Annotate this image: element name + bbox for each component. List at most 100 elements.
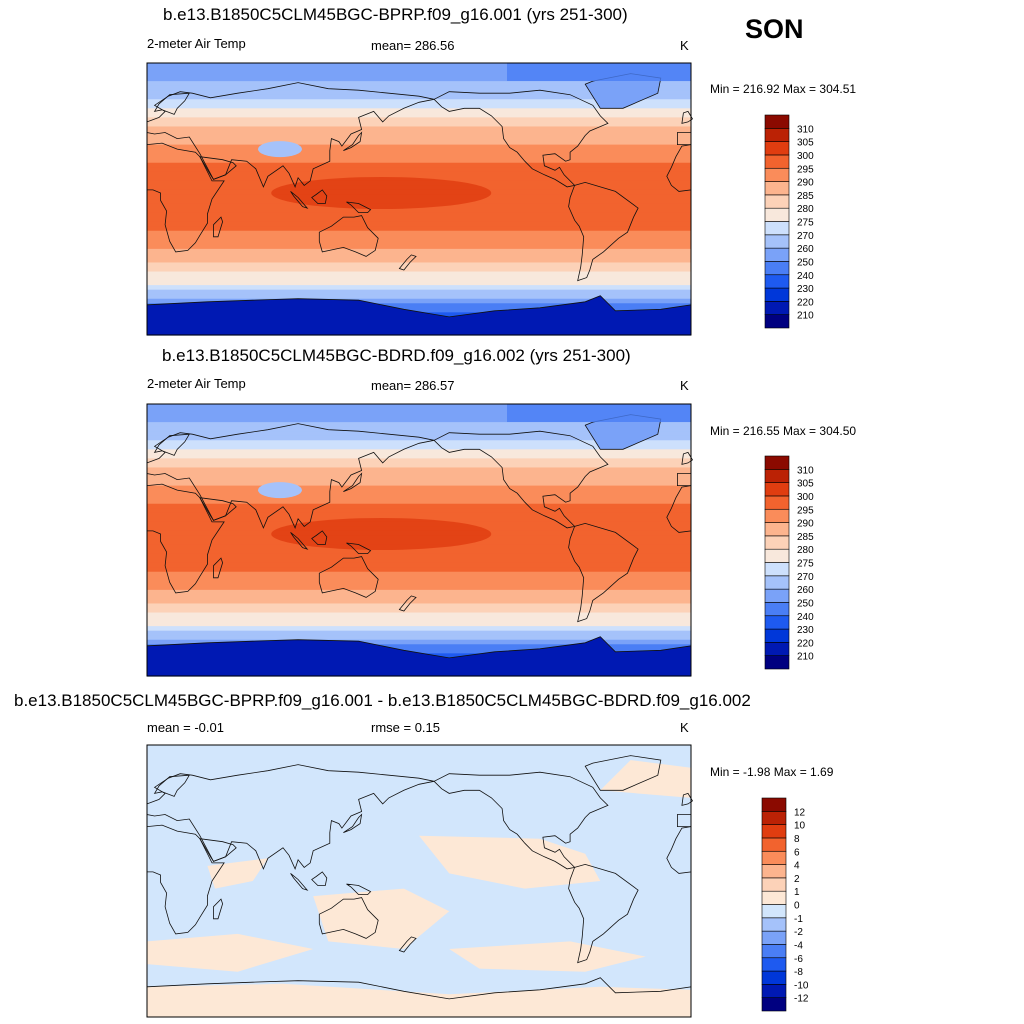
temperature-band: [147, 431, 691, 437]
colorbar-box: [761, 850, 787, 865]
colorbar-box: [761, 944, 787, 959]
temperature-band: [147, 453, 691, 459]
colorbar-box: [764, 274, 790, 289]
colorbar-box: [764, 642, 790, 656]
temperature-band: [147, 648, 691, 654]
temperature-band: [147, 140, 691, 146]
colorbar-tick-label: 230: [797, 284, 814, 295]
temperature-band: [147, 444, 691, 450]
temperature-band: [147, 153, 691, 159]
colorbar-box: [764, 221, 790, 236]
map-frame: [146, 744, 692, 1018]
colorbar-tick-label: 280: [797, 545, 814, 556]
panel-1-title: b.e13.B1850C5CLM45BGC-BPRP.f09_g16.001 (…: [163, 5, 628, 24]
britain-land: [681, 792, 694, 806]
arabia-land: [199, 156, 237, 180]
temperature-band: [147, 603, 691, 609]
temperature-band: [147, 589, 691, 595]
temperature-band: [147, 217, 691, 223]
panel-3-units-label: K: [680, 720, 689, 735]
colorbar-box: [761, 877, 787, 892]
colorbar-box: [764, 301, 790, 315]
colorbar-box: [764, 575, 790, 590]
africa-land: [146, 824, 225, 935]
temperature-band: [147, 239, 691, 245]
temperature-band: [147, 126, 691, 132]
temperature-band: [147, 235, 691, 241]
colorbar-tick-label: 230: [797, 625, 814, 636]
eurasia-land: [146, 423, 435, 530]
colorbar-tick-label: 310: [797, 465, 814, 476]
colorbar-box: [764, 562, 790, 577]
colorbar-box: [764, 508, 790, 523]
colorbar-tick-label: 300: [797, 151, 814, 162]
temperature-band: [147, 485, 691, 491]
new-guinea-land: [346, 883, 372, 895]
temperature-band: [147, 612, 691, 618]
colorbar-box: [764, 194, 790, 209]
colorbar-tick-label: 270: [797, 231, 814, 242]
africa-land: [146, 483, 225, 594]
map-frame: [146, 403, 692, 677]
colorbar-box: [761, 811, 787, 825]
temperature-band: [147, 503, 691, 509]
panel-1-minmax-label: Min = 216.92 Max = 304.51: [710, 82, 857, 96]
colorbar-tick-label: -2: [794, 927, 803, 938]
australia-land: [318, 556, 379, 598]
tibet-cold-spot: [257, 482, 302, 499]
borneo-land: [311, 189, 328, 204]
panel-3-rmse-label: rmse = 0.15: [371, 720, 441, 735]
map-frame: [146, 62, 692, 336]
colorbar-box: [761, 997, 787, 1012]
temperature-band: [147, 472, 691, 478]
temperature-band: [147, 67, 691, 73]
new-zealand-land: [398, 254, 417, 271]
temperature-band: [147, 121, 691, 128]
temperature-band: [147, 303, 691, 309]
australia-land: [318, 897, 379, 939]
north-america-land: [433, 89, 609, 188]
temperature-band: [147, 413, 691, 419]
temperature-band: [147, 171, 691, 177]
panel-2-mean-label: mean= 286.57: [371, 378, 455, 393]
europe-west-land: [677, 473, 692, 486]
temperature-band: [147, 149, 691, 155]
temperature-band: [147, 294, 691, 300]
temperature-band: [147, 208, 691, 214]
colorbar-box: [764, 522, 790, 537]
africa-land: [146, 142, 225, 253]
colorbar-box: [761, 917, 787, 932]
tibet-cold-spot: [257, 141, 302, 158]
colorbar-tick-label: 1: [794, 887, 800, 898]
warm-pool-region: [271, 177, 492, 209]
colorbar-box: [761, 904, 787, 919]
temperature-band: [147, 253, 691, 259]
colorbar-box: [761, 957, 787, 972]
new-zealand-land: [398, 936, 417, 953]
temperature-band: [147, 135, 691, 141]
temperature-band: [147, 508, 691, 514]
temperature-band: [147, 512, 691, 518]
temperature-band: [147, 221, 691, 227]
colorbar-box: [761, 984, 787, 998]
temperature-band: [147, 117, 691, 123]
temperature-band: [147, 307, 691, 313]
arabia-land: [199, 497, 237, 521]
colorbar-tick-label: 2: [794, 874, 800, 885]
temperature-band: [147, 435, 691, 441]
colorbar-box: [764, 167, 790, 182]
panel-3-title: b.e13.B1850C5CLM45BGC-BPRP.f09_g16.001 -…: [14, 691, 751, 710]
temperature-band: [147, 90, 691, 96]
north-america-land: [433, 430, 609, 529]
temperature-band: [147, 553, 691, 559]
colorbar-tick-label: -8: [794, 967, 803, 978]
colorbar-box: [764, 535, 790, 550]
new-guinea-land: [346, 201, 372, 213]
scandinavia-land: [153, 92, 191, 115]
sumatra-land: [290, 532, 309, 550]
europe-west-land: [677, 814, 692, 827]
scandinavia-land: [153, 774, 191, 797]
japan-land: [343, 131, 363, 151]
temperature-band: [147, 257, 691, 264]
new-guinea-land: [346, 542, 372, 554]
